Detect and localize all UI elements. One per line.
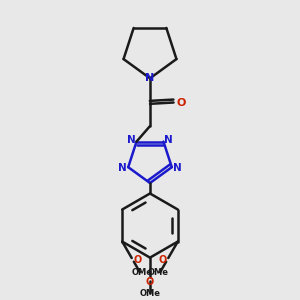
Text: OMe: OMe [140, 289, 160, 298]
Text: O: O [134, 255, 142, 265]
Text: N: N [164, 135, 173, 145]
Text: N: N [118, 163, 127, 173]
Text: N: N [173, 163, 182, 173]
Text: OMe: OMe [148, 268, 169, 277]
Text: N: N [146, 73, 154, 83]
Text: OMe: OMe [131, 268, 152, 277]
Text: O: O [146, 277, 154, 287]
Text: O: O [176, 98, 185, 107]
Text: O: O [158, 255, 166, 265]
Text: N: N [127, 135, 136, 145]
